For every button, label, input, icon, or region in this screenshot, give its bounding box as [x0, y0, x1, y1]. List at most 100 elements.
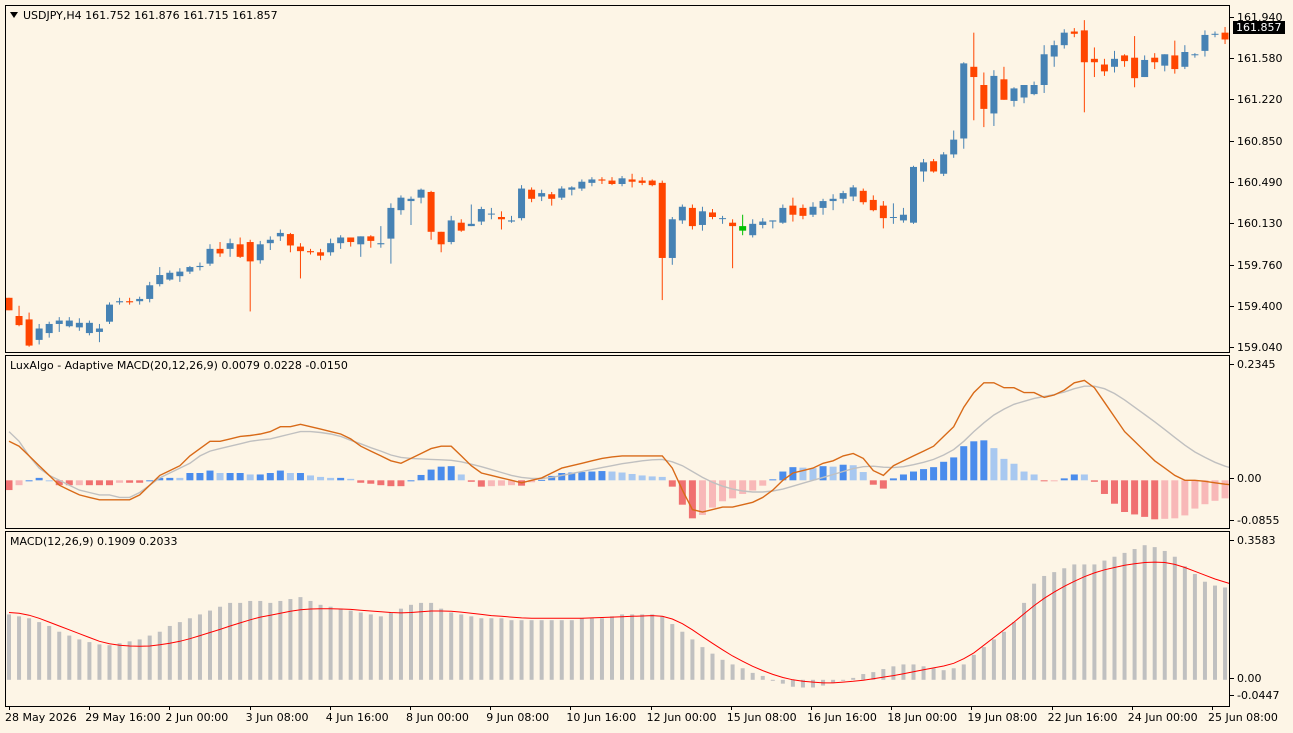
adaptive-hist-bar	[75, 480, 83, 486]
macd-hist-bar	[841, 679, 846, 681]
macd-hist-bar	[97, 644, 102, 680]
macd-hist-bar	[569, 620, 574, 680]
candle-body	[980, 85, 988, 109]
adaptive-hist-bar	[930, 467, 938, 481]
adaptive-hist-bar	[427, 469, 435, 481]
candle-body	[950, 139, 958, 155]
price-pane[interactable]: USDJPY,H4 161.752 161.876 161.715 161.85…	[5, 5, 1230, 353]
adaptive-hist-bar	[407, 480, 415, 482]
time-label: 4 Jun 16:00	[325, 711, 389, 724]
candle-body	[839, 193, 847, 199]
candle-body	[55, 320, 63, 324]
adaptive-hist-bar	[467, 480, 475, 482]
macd-pane[interactable]: MACD(12,26,9) 0.1909 0.2033	[5, 531, 1230, 707]
adaptive-hist-bar	[1141, 480, 1149, 517]
candle-body	[1181, 52, 1189, 67]
candle-body	[1080, 30, 1088, 63]
price-pane-title: USDJPY,H4 161.752 161.876 161.715 161.85…	[10, 9, 278, 22]
candle-body	[739, 226, 747, 231]
candle-body	[106, 304, 113, 322]
macd-hist-bar	[700, 647, 705, 680]
adaptive-macd-chart[interactable]	[6, 356, 1230, 529]
adaptive-hist-bar	[759, 480, 767, 486]
adaptive-hist-bar	[1080, 474, 1088, 481]
macd-hist-bar	[429, 602, 434, 680]
time-label: 25 Jun 08:00	[1208, 711, 1278, 724]
adaptive-hist-bar	[1020, 471, 1028, 481]
price-axis[interactable]: 161.940 161.580 161.220 160.850 160.490 160.1…	[1230, 5, 1293, 354]
adaptive-hist-bar	[447, 466, 455, 481]
macd-chart[interactable]	[6, 532, 1230, 707]
adaptive-hist-bar	[136, 480, 144, 483]
adaptive-hist-bar	[1050, 480, 1058, 482]
time-tick	[650, 707, 652, 710]
candlestick-chart[interactable]	[6, 6, 1230, 353]
candle-body	[1000, 79, 1008, 100]
macd-hist-bar	[1112, 556, 1117, 680]
candle-body	[487, 213, 495, 215]
adaptive-hist-bar	[437, 466, 445, 481]
adaptive-hist-bar	[618, 472, 626, 481]
adaptive-hist-bar	[628, 473, 636, 481]
candle-body	[276, 232, 284, 237]
candle-body	[628, 179, 636, 182]
adaptive-macd-pane[interactable]: LuxAlgo - Adaptive MACD(20,12,26,9) 0.00…	[5, 355, 1230, 529]
adaptive-hist-bar	[276, 470, 284, 481]
adaptive-hist-bar	[337, 477, 345, 481]
candle-body	[1191, 54, 1199, 56]
adaptive-macd-axis[interactable]: 0.2345 0.00 -0.0855	[1229, 355, 1293, 529]
adaptive-hist-bar	[1111, 480, 1118, 504]
macd-axis[interactable]: 0.3583 0.00 -0.0447	[1229, 531, 1293, 707]
time-label: 9 Jun 08:00	[486, 711, 550, 724]
adaptive-hist-bar	[176, 477, 184, 481]
adaptive-hist-bar	[156, 477, 164, 481]
candle-body	[1211, 33, 1219, 35]
adaptive-hist-bar	[849, 465, 857, 481]
adaptive-hist-bar	[1201, 480, 1209, 505]
adaptive-hist-bar	[819, 466, 827, 481]
candle-body	[910, 166, 917, 223]
candle-body	[578, 181, 586, 189]
macd-hist-bar	[1092, 564, 1097, 680]
adaptive-hist-bar	[578, 472, 586, 481]
macd-hist-bar	[499, 618, 504, 680]
adaptive-hist-bar	[1151, 480, 1159, 520]
adaptive-hist-bar	[960, 446, 968, 481]
time-label: 18 Jun 00:00	[887, 711, 958, 724]
adaptive-hist-bar	[809, 468, 817, 481]
adaptive-hist-bar	[899, 474, 907, 481]
macd-hist-bar	[469, 616, 474, 680]
macd-hist-bar	[208, 610, 212, 680]
candle-body	[930, 161, 938, 172]
macd-hist-bar	[238, 602, 243, 680]
macd-hist-bar	[750, 672, 755, 680]
macd-hist-bar	[1172, 556, 1177, 680]
collapse-triangle-icon[interactable]	[10, 12, 18, 18]
candle-body	[256, 244, 264, 261]
time-tick	[89, 707, 91, 710]
candle-body	[216, 248, 224, 254]
candle-body	[236, 244, 244, 257]
adaptive-hist-bar	[397, 480, 405, 487]
macd-signal-line	[8, 561, 1229, 684]
macd-hist-bar	[167, 625, 172, 680]
time-axis[interactable]: 28 May 2026 29 May 16:00 2 Jun 00:00 3 Jun …	[0, 707, 1293, 733]
adaptive-hist-bar	[588, 471, 596, 481]
macd-hist-bar	[157, 631, 162, 680]
adaptive-hist-bar	[558, 473, 566, 481]
candle-body	[246, 242, 254, 262]
adaptive-hist-bar	[859, 472, 867, 481]
candle-body	[668, 219, 676, 258]
candle-body	[1010, 88, 1018, 101]
1-tick-label: 0.2345	[1230, 358, 1276, 371]
adaptive-hist-bar	[1030, 474, 1038, 481]
candle-body	[307, 251, 314, 253]
candle-body	[186, 267, 194, 272]
macd-hist-bar	[348, 610, 353, 680]
adaptive-hist-bar	[719, 480, 727, 502]
adaptive-hist-bar	[970, 441, 978, 481]
adaptive-hist-bar	[829, 466, 837, 481]
adaptive-signal-line	[8, 385, 1229, 499]
macd-hist-bar	[991, 639, 996, 680]
macd-hist-bar	[519, 620, 524, 680]
